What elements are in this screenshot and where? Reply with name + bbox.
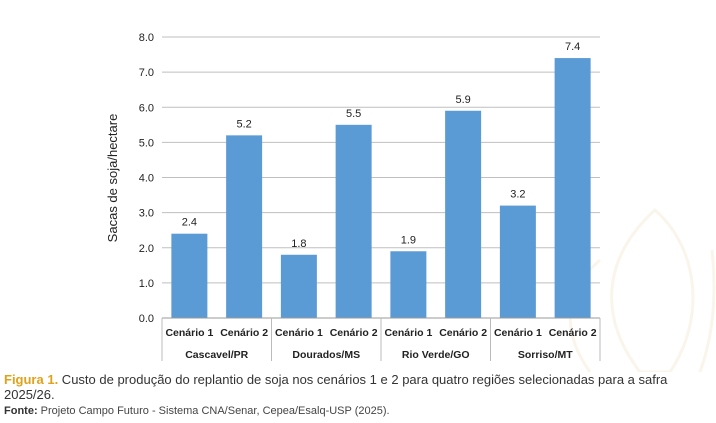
- bar-value-label: 7.4: [565, 41, 580, 53]
- bar-value-label: 5.9: [455, 94, 470, 106]
- bar: [335, 124, 372, 318]
- y-tick-label: 2.0: [139, 243, 154, 255]
- y-tick-label: 1.0: [139, 278, 154, 290]
- x-category-label: Cenário 2: [439, 327, 487, 339]
- x-category-label: Cenário 1: [275, 327, 323, 339]
- source-text: Projeto Campo Futuro - Sistema CNA/Senar…: [37, 405, 390, 417]
- x-category-label: Cenário 1: [165, 327, 213, 339]
- bar-value-label: 5.5: [346, 108, 361, 120]
- y-axis-title: Sacas de soja/hectare: [105, 114, 120, 243]
- bar: [554, 58, 591, 318]
- bar: [280, 254, 317, 318]
- y-tick-label: 3.0: [139, 208, 154, 220]
- bar-value-label: 1.8: [291, 238, 306, 250]
- x-group-label: Cascavel/PR: [185, 349, 248, 361]
- x-group-label: Rio Verde/GO: [402, 349, 470, 361]
- y-tick-label: 4.0: [139, 173, 154, 185]
- bar: [390, 251, 427, 318]
- x-category-label: Cenário 1: [384, 327, 432, 339]
- x-category-label: Cenário 2: [549, 327, 597, 339]
- bar-value-label: 5.2: [236, 118, 251, 130]
- bar: [171, 233, 208, 318]
- x-group-label: Dourados/MS: [292, 349, 360, 361]
- y-tick-label: 8.0: [139, 32, 154, 44]
- figure-caption: Figura 1. Custo de produção do replantio…: [4, 372, 710, 402]
- bar-value-label: 1.9: [401, 234, 416, 246]
- bar: [226, 135, 263, 318]
- y-tick-label: 7.0: [139, 67, 154, 79]
- x-category-label: Cenário 2: [330, 327, 378, 339]
- x-category-label: Cenário 1: [494, 327, 542, 339]
- x-group-label: Sorriso/MT: [518, 349, 573, 361]
- bar-chart: 2.4 5.2 1.8 5.5 1.9 5.9 3.2 7.4 0.0 1.0 2.0 3.0 4.0…: [105, 32, 716, 372]
- y-tick-label: 5.0: [139, 137, 154, 149]
- bar-value-label: 2.4: [182, 217, 197, 229]
- figure-caption-text: Custo de produção do replantio de soja n…: [4, 372, 668, 402]
- figure-source: Fonte: Projeto Campo Futuro - Sistema CN…: [4, 405, 710, 418]
- y-tick-label: 0.0: [139, 313, 154, 325]
- source-label: Fonte:: [4, 405, 38, 417]
- y-tick-label: 6.0: [139, 102, 154, 114]
- leaf-watermark: [568, 207, 716, 372]
- bar-value-label: 3.2: [510, 189, 525, 201]
- bar: [499, 205, 536, 318]
- figure-label: Figura 1.: [4, 372, 59, 387]
- x-category-label: Cenário 2: [220, 327, 268, 339]
- bar: [445, 110, 482, 318]
